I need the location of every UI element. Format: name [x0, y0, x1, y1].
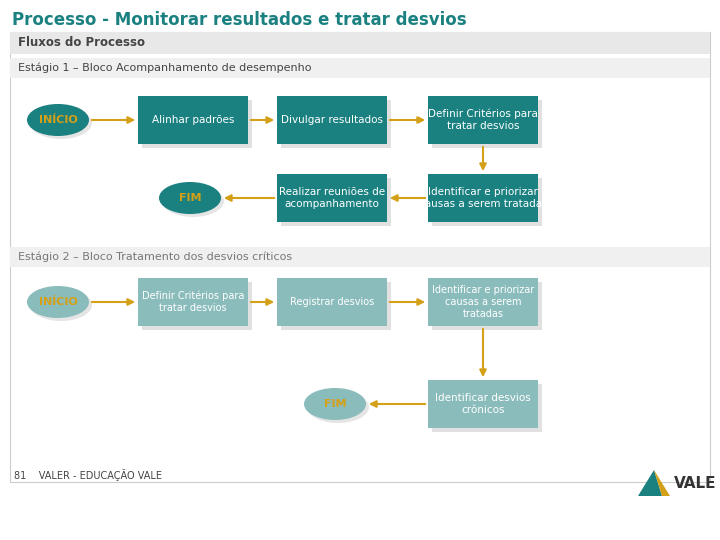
Ellipse shape: [27, 104, 89, 136]
Bar: [428, 96, 538, 144]
Bar: [142, 282, 252, 330]
Bar: [432, 100, 542, 148]
Bar: [432, 178, 542, 226]
Ellipse shape: [307, 391, 369, 423]
Text: Identificar desvios
crônicos: Identificar desvios crônicos: [435, 393, 531, 415]
Text: FIM: FIM: [324, 399, 346, 409]
Text: 81    VALER - EDUCAÇÃO VALE: 81 VALER - EDUCAÇÃO VALE: [14, 469, 162, 481]
Bar: [10, 32, 710, 482]
Text: Fluxos do Processo: Fluxos do Processo: [18, 37, 145, 50]
Bar: [281, 282, 391, 330]
Text: Estágio 2 – Bloco Tratamento dos desvios críticos: Estágio 2 – Bloco Tratamento dos desvios…: [18, 252, 292, 262]
Ellipse shape: [27, 286, 89, 318]
Polygon shape: [638, 470, 662, 496]
Bar: [281, 178, 391, 226]
Bar: [428, 174, 538, 222]
Text: Processo - Monitorar resultados e tratar desvios: Processo - Monitorar resultados e tratar…: [12, 11, 467, 29]
Text: Alinhar padrões: Alinhar padrões: [152, 115, 234, 125]
Text: Definir Critérios para
tratar desvios: Definir Critérios para tratar desvios: [428, 109, 538, 131]
Bar: [432, 282, 542, 330]
Bar: [142, 100, 252, 148]
Bar: [10, 32, 710, 54]
Bar: [138, 278, 248, 326]
Ellipse shape: [30, 289, 92, 321]
Text: Definir Critérios para
tratar desvios: Definir Critérios para tratar desvios: [142, 291, 244, 313]
Text: Divulgar resultados: Divulgar resultados: [281, 115, 383, 125]
Bar: [277, 278, 387, 326]
Ellipse shape: [159, 182, 221, 214]
Bar: [277, 96, 387, 144]
Bar: [10, 247, 710, 267]
Text: INÍCIO: INÍCIO: [39, 115, 77, 125]
Text: INÍCIO: INÍCIO: [39, 297, 77, 307]
Text: VALE: VALE: [674, 476, 716, 491]
Text: FIM: FIM: [179, 193, 202, 203]
Text: Estágio 1 – Bloco Acompanhamento de desempenho: Estágio 1 – Bloco Acompanhamento de dese…: [18, 63, 312, 73]
Polygon shape: [654, 470, 670, 496]
Text: Registrar desvios: Registrar desvios: [290, 297, 374, 307]
Bar: [428, 278, 538, 326]
Text: Realizar reuniões de
acompanhamento: Realizar reuniões de acompanhamento: [279, 187, 385, 209]
Bar: [138, 96, 248, 144]
Ellipse shape: [304, 388, 366, 420]
Bar: [432, 384, 542, 432]
Ellipse shape: [30, 107, 92, 139]
Bar: [10, 58, 710, 78]
Bar: [277, 174, 387, 222]
Bar: [428, 380, 538, 428]
Text: Identificar e priorizar
causas a serem
tratadas: Identificar e priorizar causas a serem t…: [432, 285, 534, 319]
Bar: [281, 100, 391, 148]
Text: Identificar e priorizar
causas a serem tratadas: Identificar e priorizar causas a serem t…: [419, 187, 547, 209]
Ellipse shape: [162, 185, 224, 217]
